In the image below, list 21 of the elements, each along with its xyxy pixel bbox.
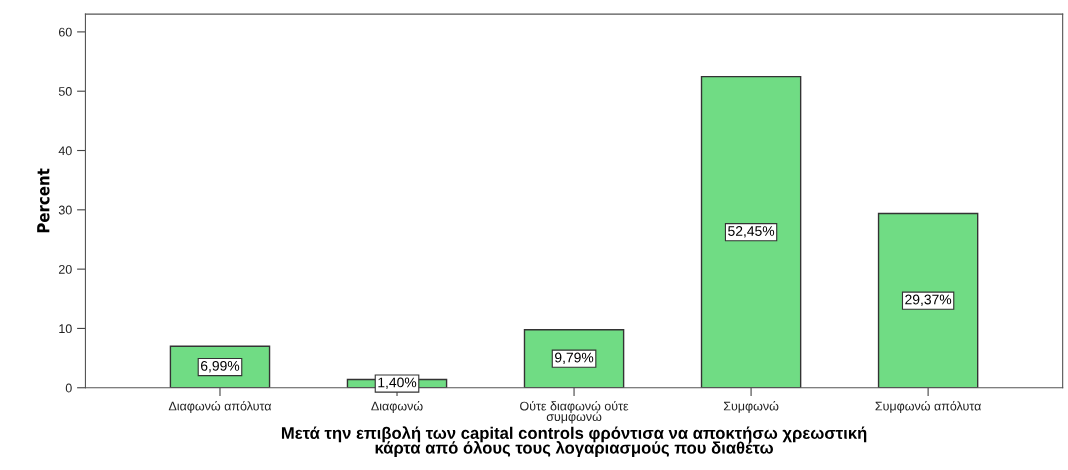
y-tick-label: 30 bbox=[58, 205, 72, 215]
y-tick-label: 20 bbox=[58, 264, 72, 274]
data-label: 9,79% bbox=[555, 352, 594, 365]
data-label: 52,45% bbox=[728, 226, 775, 238]
y-tick-label: 50 bbox=[58, 87, 72, 96]
x-axis-title: Μετά την επιβολή των capital controls φρόντισα να αποκτήσω χρεωστική κάρτα από όλους τους λογαριασμούς που διαθέτω bbox=[281, 426, 867, 458]
data-label: 1,40% bbox=[378, 377, 417, 389]
y-axis-title: Percent bbox=[37, 168, 50, 233]
y-tick-label: 0 bbox=[65, 383, 72, 393]
x-tick-label: Διαφωνώ απόλυτα bbox=[168, 400, 272, 413]
y-tick-label: 10 bbox=[59, 324, 72, 334]
x-tick-label: Ούτε διαφωνώ ούτε συμφωνώ bbox=[520, 400, 629, 424]
bar bbox=[877, 212, 979, 388]
data-label: 29,37% bbox=[905, 294, 952, 307]
y-tick-label: 40 bbox=[58, 146, 72, 156]
y-tick-label: 60 bbox=[58, 27, 72, 37]
x-tick-label: Συμφωνώ bbox=[723, 400, 779, 413]
x-tick-label: Διαφωνώ bbox=[371, 400, 423, 413]
data-label: 6,99% bbox=[201, 360, 240, 373]
x-tick-label: Συμφωνώ απόλυτα bbox=[875, 400, 981, 413]
bar bbox=[700, 75, 802, 388]
